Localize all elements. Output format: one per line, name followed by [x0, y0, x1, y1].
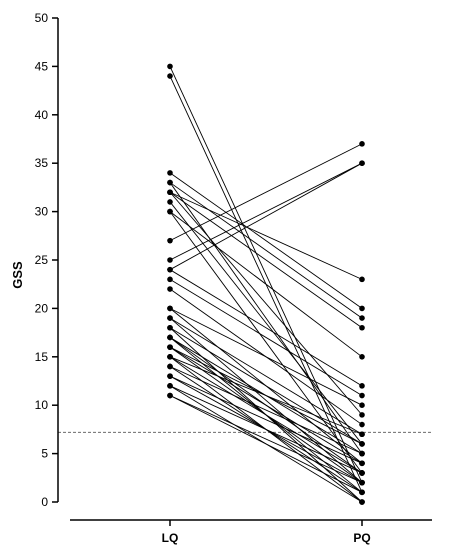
- point-pq: [359, 421, 365, 428]
- point-pq: [359, 354, 365, 360]
- paired-line: [169, 143, 363, 242]
- x-tick-label-lq: LQ: [162, 531, 179, 545]
- paired-line: [169, 356, 363, 435]
- paired-line: [169, 182, 363, 319]
- paired-line: [169, 172, 363, 309]
- paired-line: [169, 346, 363, 464]
- point-lq: [167, 334, 173, 341]
- point-pq: [359, 141, 365, 147]
- paired-lines: [169, 66, 363, 503]
- y-tick-label: 40: [35, 108, 49, 122]
- point-lq: [167, 257, 173, 263]
- point-lq: [167, 373, 173, 379]
- point-lq: [167, 305, 173, 312]
- point-pq: [359, 315, 365, 321]
- y-tick-label: 30: [35, 205, 49, 219]
- point-lq: [167, 266, 173, 273]
- y-tick-label: 45: [35, 59, 49, 73]
- paired-line: [169, 211, 363, 358]
- y-tick-label: 25: [35, 253, 49, 267]
- point-pq: [359, 450, 365, 457]
- point-pq: [359, 479, 365, 486]
- axes: [57, 18, 432, 521]
- y-tick-label: 20: [35, 301, 49, 315]
- paired-line: [169, 317, 363, 435]
- x-tick-label-pq: PQ: [353, 531, 370, 545]
- point-lq: [167, 392, 173, 399]
- y-tick-label: 15: [35, 350, 49, 364]
- paired-line: [169, 395, 363, 484]
- point-pq: [359, 499, 365, 505]
- point-pq: [359, 431, 365, 438]
- paired-line: [169, 317, 363, 483]
- point-lq: [167, 383, 173, 389]
- y-tick-label: 35: [35, 156, 49, 170]
- paired-line: [169, 162, 363, 261]
- point-lq: [167, 208, 173, 215]
- point-pq: [359, 412, 365, 418]
- y-tick-label: 50: [35, 11, 49, 25]
- point-lq: [167, 354, 173, 360]
- paired-line: [169, 395, 363, 493]
- paired-line: [169, 66, 363, 483]
- paired-line: [169, 191, 363, 416]
- point-lq: [167, 286, 173, 292]
- point-lq: [167, 179, 173, 186]
- point-lq: [167, 237, 173, 244]
- point-pq: [359, 460, 365, 467]
- point-pq: [359, 276, 365, 283]
- point-pq: [359, 160, 365, 166]
- paired-line: [169, 385, 363, 474]
- paired-line: [169, 307, 363, 406]
- y-tick-label: 10: [35, 398, 49, 412]
- point-pq: [359, 489, 365, 496]
- x-ticks: LQ PQ: [162, 520, 371, 545]
- point-lq: [167, 189, 173, 196]
- point-pq: [359, 470, 365, 476]
- paired-line: [169, 278, 363, 396]
- point-lq: [167, 315, 173, 321]
- y-tick-label: 0: [41, 495, 48, 509]
- paired-line: [169, 201, 363, 445]
- paired-line: [169, 191, 363, 280]
- paired-line: [169, 182, 363, 454]
- y-ticks: 0 5 10 15 20 25 30 35 40 45 50: [35, 11, 58, 509]
- point-lq: [167, 363, 173, 370]
- paired-line: [169, 375, 363, 464]
- point-pq: [359, 441, 365, 447]
- paired-line: [169, 162, 363, 271]
- point-lq: [167, 199, 173, 205]
- paired-line: [169, 356, 363, 474]
- y-tick-label: 5: [41, 447, 48, 461]
- point-pq: [359, 392, 365, 399]
- paired-line: [169, 327, 363, 445]
- point-pq: [359, 305, 365, 312]
- point-lq: [167, 276, 173, 283]
- paired-line: [169, 366, 363, 455]
- data-points: [167, 63, 365, 505]
- point-pq: [359, 324, 365, 331]
- point-pq: [359, 402, 365, 409]
- point-lq: [167, 344, 173, 350]
- point-lq: [167, 324, 173, 331]
- point-lq: [167, 73, 173, 79]
- point-lq: [167, 170, 173, 176]
- paired-line: [169, 269, 363, 387]
- paired-line: [169, 211, 363, 474]
- paired-line: [169, 191, 363, 329]
- point-pq: [359, 383, 365, 389]
- point-lq: [167, 63, 173, 70]
- y-axis-title: GSS: [10, 261, 25, 289]
